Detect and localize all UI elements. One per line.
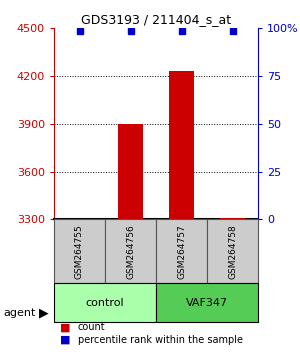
Text: ■: ■ (60, 335, 70, 345)
FancyBboxPatch shape (207, 219, 258, 283)
FancyBboxPatch shape (156, 219, 207, 283)
FancyBboxPatch shape (156, 283, 258, 322)
Text: GSM264758: GSM264758 (228, 224, 237, 279)
FancyBboxPatch shape (105, 219, 156, 283)
Text: count: count (78, 322, 106, 332)
Bar (220, 218, 245, 219)
Title: GDS3193 / 211404_s_at: GDS3193 / 211404_s_at (81, 13, 231, 26)
FancyBboxPatch shape (54, 283, 156, 322)
FancyBboxPatch shape (54, 219, 105, 283)
Text: ▶: ▶ (39, 307, 49, 320)
Text: GSM264757: GSM264757 (177, 224, 186, 279)
Bar (169, 72, 194, 219)
Bar (118, 124, 143, 219)
Text: percentile rank within the sample: percentile rank within the sample (78, 335, 243, 345)
Text: agent: agent (3, 308, 35, 318)
Text: control: control (86, 298, 124, 308)
Text: GSM264756: GSM264756 (126, 224, 135, 279)
Text: GSM264755: GSM264755 (75, 224, 84, 279)
Text: VAF347: VAF347 (186, 298, 228, 308)
Text: ■: ■ (60, 322, 70, 332)
